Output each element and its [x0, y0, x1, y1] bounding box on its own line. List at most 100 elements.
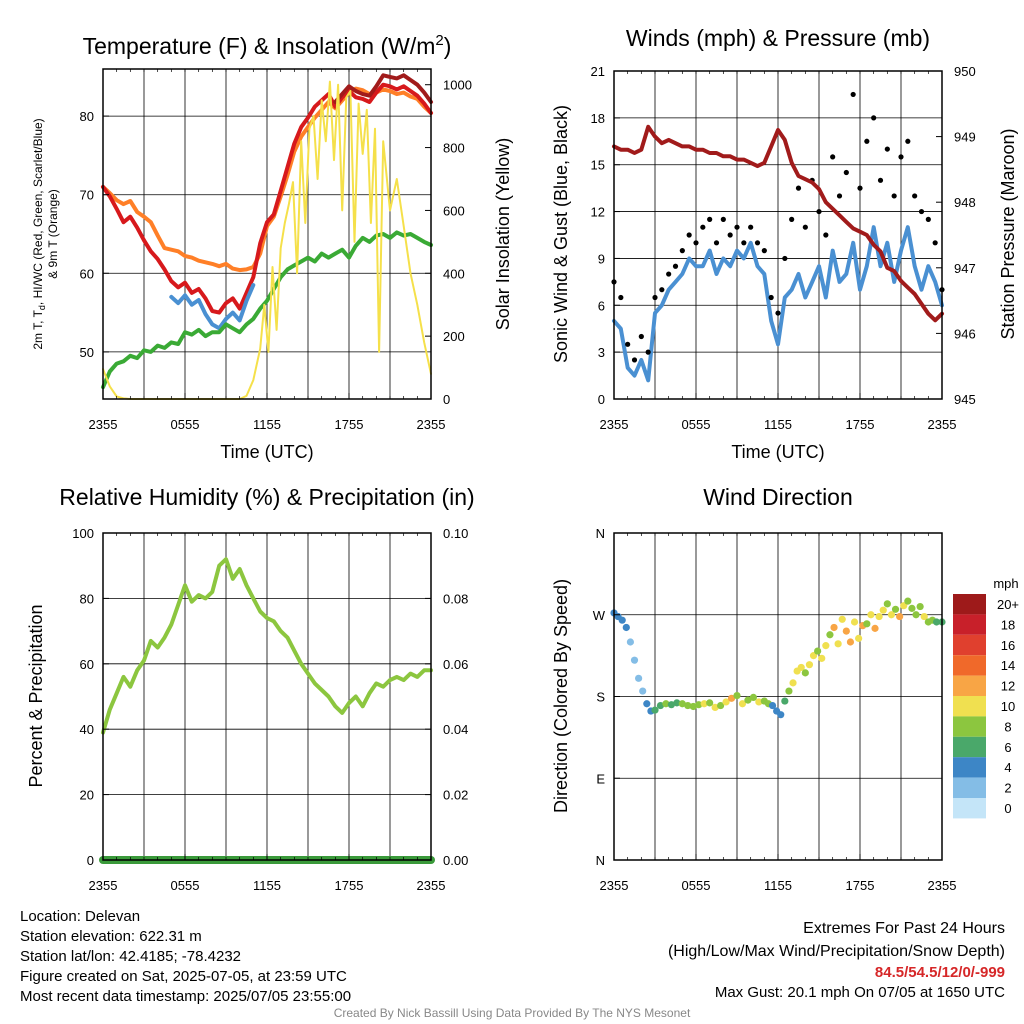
direction-point: [626, 638, 635, 646]
legend-swatch: [953, 655, 986, 676]
legend-title: mph: [993, 576, 1018, 591]
direction-point: [749, 693, 758, 702]
direction-point: [896, 612, 904, 621]
y-tick-label-left: 21: [591, 64, 605, 79]
y-tick-label-right: 600: [443, 203, 465, 218]
y-tick-label-left: 3: [598, 345, 605, 360]
gust-point: [918, 208, 925, 215]
direction-point: [932, 618, 941, 626]
gust-point: [741, 240, 747, 246]
gust-point: [912, 193, 918, 199]
direction-point: [733, 691, 741, 700]
y-tick-label-right: 0.08: [443, 591, 468, 606]
gust-point: [761, 248, 767, 254]
legend-swatch: [953, 798, 986, 819]
direction-point: [875, 612, 883, 621]
legend-swatch: [953, 594, 986, 615]
direction-point: [887, 611, 896, 619]
recent-data-timestamp: Most recent data timestamp: 2025/07/05 2…: [20, 988, 352, 1005]
y-tick-label-left: N: [596, 526, 605, 541]
legend-label: 14: [1001, 658, 1015, 673]
direction-point: [920, 612, 928, 621]
y-tick-label-right: 1000: [443, 78, 472, 93]
direction-point: [706, 699, 714, 707]
y-tick-label-right: 0.10: [443, 526, 468, 541]
direction-point: [635, 674, 643, 682]
direction-point: [768, 701, 777, 710]
station-info: Location: Delevan Station elevation: 622…: [20, 907, 351, 1007]
direction-point: [777, 711, 785, 719]
gust-point: [884, 146, 890, 152]
gust-point: [925, 216, 931, 222]
gust-point: [734, 224, 740, 230]
x-tick-label: 2355: [89, 878, 118, 893]
legend-swatch: [953, 777, 986, 798]
y-tick-label-left: 40: [80, 722, 94, 737]
direction-point: [818, 654, 826, 662]
y-tick-label-right: 0.06: [443, 657, 468, 672]
direction-point: [667, 701, 676, 709]
gust-point: [727, 232, 733, 238]
y-tick-label-right: 0: [443, 392, 450, 407]
temperature-x-axis-label: Time (UTC): [220, 442, 313, 462]
x-tick-label: 1155: [253, 878, 281, 893]
x-tick-label: 1155: [764, 417, 792, 432]
x-tick-label: 2355: [89, 417, 118, 432]
y-tick-label-left: 50: [80, 345, 94, 360]
gust-point: [659, 287, 665, 293]
direction-point: [834, 640, 842, 648]
gust-point: [830, 154, 836, 160]
direction-point: [689, 702, 697, 711]
y-tick-label-left: E: [596, 771, 605, 786]
gust-point: [645, 349, 651, 355]
direction-point: [846, 638, 855, 646]
gust-point: [768, 294, 774, 301]
gust-point: [679, 248, 685, 254]
x-tick-label: 0555: [171, 417, 200, 432]
speed-legend: mph 20+ 18 16 14 12 10 8 6 4 2 0: [953, 576, 1019, 819]
series-line-0-1: [101, 82, 433, 315]
direction-point: [830, 623, 838, 632]
y-tick-label-left: 80: [80, 109, 94, 124]
x-tick-label: 1755: [335, 417, 364, 432]
y-tick-label-right: 950: [954, 64, 976, 79]
wind-direction-panel-title: Wind Direction: [703, 484, 853, 510]
legend-label: 6: [1004, 740, 1011, 755]
legend-label: 8: [1004, 719, 1011, 734]
direction-point: [805, 661, 814, 669]
direction-point: [684, 701, 692, 710]
legend-swatch: [953, 716, 986, 737]
gust-point: [754, 240, 761, 246]
direction-point: [662, 700, 670, 708]
direction-point: [711, 703, 719, 712]
direction-point: [912, 611, 920, 619]
humidity-panel: Relative Humidity (%) & Precipitation (i…: [26, 484, 475, 893]
gust-point: [625, 341, 631, 347]
gust-point: [748, 224, 754, 230]
gust-point: [932, 240, 938, 246]
series-line-1-2: [612, 124, 944, 323]
direction-point: [618, 616, 626, 624]
gust-point: [672, 263, 679, 269]
x-tick-label: 2355: [928, 878, 957, 893]
gust-point: [713, 240, 720, 246]
y-tick-label-left: 0: [598, 392, 605, 407]
direction-point: [656, 701, 665, 710]
gust-point: [693, 240, 699, 246]
gust-point: [631, 357, 638, 363]
gust-point: [720, 216, 726, 222]
y-tick-label-left: 0: [87, 853, 94, 868]
legend-label: 20+: [997, 597, 1019, 612]
x-tick-label: 0555: [682, 878, 711, 893]
winds-x-axis-label: Time (UTC): [731, 442, 824, 462]
x-tick-label: 2355: [600, 417, 629, 432]
legend-swatch: [953, 634, 986, 656]
gust-point: [700, 224, 706, 230]
y-tick-label-left: 100: [72, 526, 94, 541]
y-tick-label-right: 800: [443, 141, 465, 156]
pressure-y-axis-label: Station Pressure (Maroon): [998, 128, 1018, 339]
x-tick-label: 1755: [335, 878, 364, 893]
direction-point: [630, 656, 639, 664]
station-location: Location: Delevan: [20, 908, 141, 925]
